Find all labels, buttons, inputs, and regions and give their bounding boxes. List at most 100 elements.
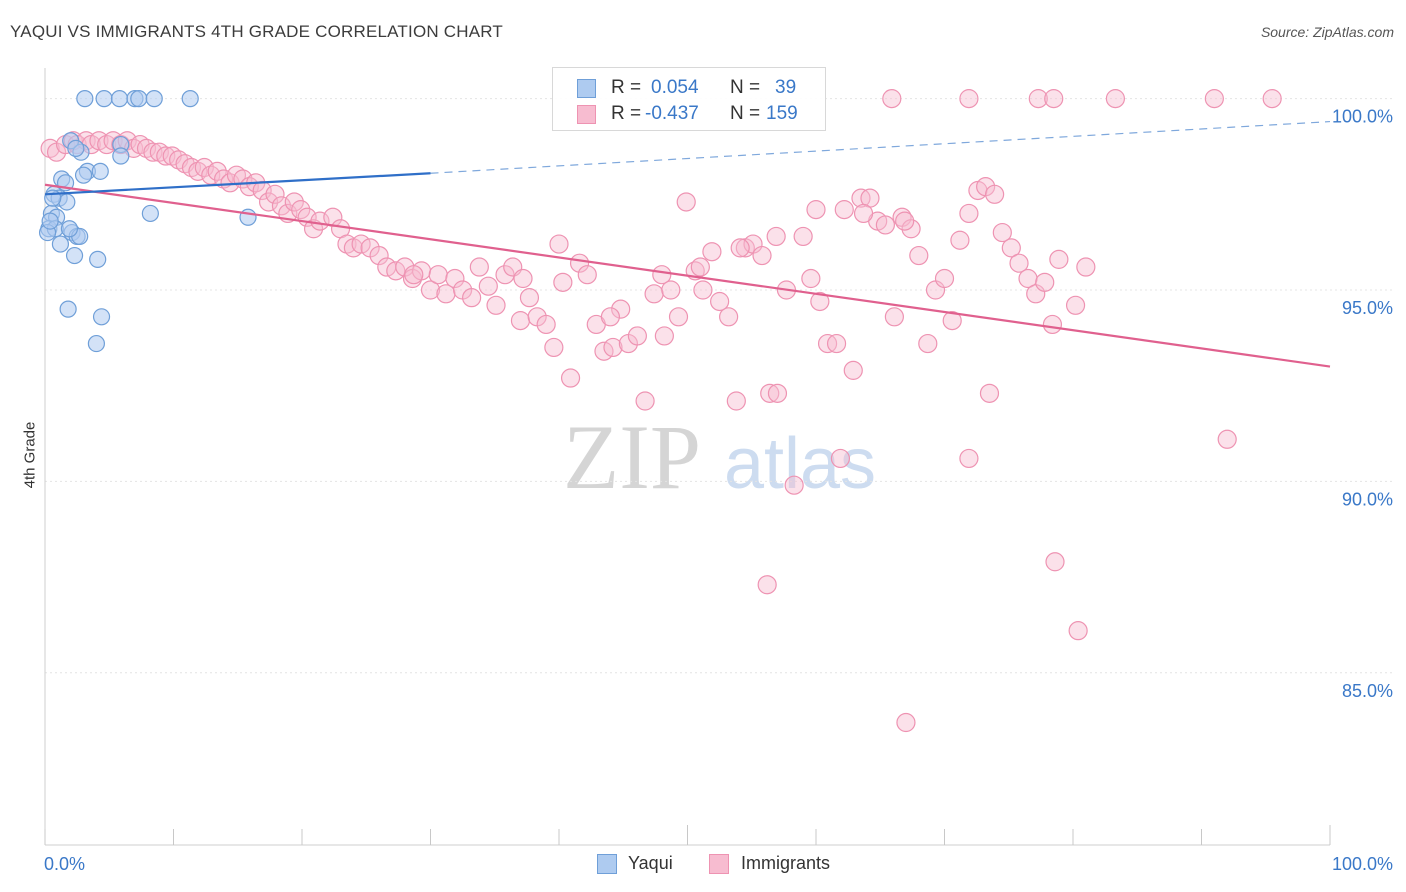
immigrants-swatch <box>709 854 729 874</box>
yaqui-point <box>110 90 129 108</box>
immigrants-point <box>843 360 863 380</box>
source-credit: Source: ZipAtlas.com <box>1260 24 1394 40</box>
chart-title: YAQUI VS IMMIGRANTS 4TH GRADE CORRELATIO… <box>10 22 504 41</box>
y-tick-label: 85.0% <box>1342 681 1393 701</box>
r-value: 0.054 <box>651 77 699 98</box>
immigrants-point <box>884 307 904 327</box>
immigrants-point <box>1262 89 1282 109</box>
n-label: N = <box>730 103 761 124</box>
yaqui-point <box>74 166 93 184</box>
immigrants-point <box>730 238 750 258</box>
immigrants-point <box>959 448 979 469</box>
immigrants-point <box>810 291 830 312</box>
immigrants-point <box>661 280 681 300</box>
immigrants-point <box>1065 295 1086 315</box>
r-value: -0.437 <box>645 103 699 124</box>
yaqui-trend-extension <box>430 120 1331 174</box>
immigrants-point <box>600 307 621 327</box>
immigrants-point <box>544 337 564 358</box>
immigrants-point <box>258 192 279 212</box>
immigrants-point <box>979 383 1000 403</box>
tick-labels: 100.0% 95.0% 90.0% 85.0% 0.0% 100.0% <box>44 107 1393 874</box>
immigrants-point <box>420 280 441 300</box>
immigrants-point <box>478 276 498 296</box>
immigrants-point <box>486 295 506 315</box>
immigrants-point <box>726 391 746 411</box>
immigrants-point <box>549 234 569 254</box>
immigrants-point <box>635 391 655 411</box>
immigrants-point <box>1076 257 1096 277</box>
immigrants-point <box>1044 89 1064 109</box>
immigrants-point <box>495 265 515 285</box>
immigrants-point <box>1068 621 1088 641</box>
r-label: R = <box>611 103 642 124</box>
yaqui-trend-line <box>44 172 431 196</box>
immigrants-point <box>194 157 214 178</box>
immigrants-point <box>536 314 556 335</box>
immigrants-point <box>918 333 938 354</box>
immigrants-point <box>510 311 531 331</box>
immigrants-point <box>985 184 1005 204</box>
immigrants-point <box>702 242 722 262</box>
immigrants-point <box>627 326 647 346</box>
immigrants-point <box>310 211 330 231</box>
immigrants-point <box>826 333 847 354</box>
immigrants-point <box>793 226 813 247</box>
immigrants-point <box>560 368 581 388</box>
immigrants-point <box>519 288 540 308</box>
immigrants-point <box>834 200 854 220</box>
immigrants-point <box>428 265 448 285</box>
immigrants-point <box>896 712 916 733</box>
immigrants-label: Immigrants <box>741 853 831 873</box>
immigrants-point <box>710 291 730 312</box>
yaqui-point <box>89 250 107 268</box>
n-value: 159 <box>766 103 798 124</box>
immigrants-point <box>611 299 631 319</box>
yaqui-point <box>141 204 159 223</box>
immigrants-point <box>644 284 664 304</box>
immigrants-point <box>1049 249 1069 269</box>
immigrants-point <box>1009 253 1029 273</box>
immigrants-point <box>469 257 489 277</box>
yaqui-label: Yaqui <box>628 853 673 873</box>
yaqui-point <box>59 300 77 318</box>
bottom-legend-immigrants: Immigrants <box>709 852 859 876</box>
immigrants-point <box>690 257 710 277</box>
immigrants-point <box>143 142 163 162</box>
immigrants-point <box>1042 314 1063 335</box>
watermark-zip: ZIP <box>563 406 701 508</box>
immigrants-point <box>1217 429 1237 449</box>
immigrants-point <box>752 245 772 266</box>
immigrants-point <box>992 222 1012 243</box>
yaqui-point <box>60 220 79 238</box>
immigrants-point <box>760 383 780 403</box>
immigrants-point <box>156 146 176 166</box>
yaqui-point <box>181 90 199 108</box>
immigrants-point <box>959 203 979 224</box>
immigrants-point <box>291 200 311 220</box>
y-tick-label: 95.0% <box>1342 298 1393 318</box>
immigrants-swatch <box>577 105 596 124</box>
immigrants-point <box>882 89 902 109</box>
immigrants-point <box>676 192 696 212</box>
immigrants-point <box>369 245 389 266</box>
immigrants-point <box>654 326 674 346</box>
immigrants-point <box>445 268 465 289</box>
immigrants-point <box>577 265 597 285</box>
immigrants-point <box>652 265 672 285</box>
y-tick-label: 90.0% <box>1342 489 1393 509</box>
immigrants-point <box>766 226 786 247</box>
n-value: 39 <box>775 77 797 98</box>
yaqui-point <box>65 246 84 265</box>
yaqui-point <box>87 334 106 353</box>
immigrants-point <box>767 383 788 403</box>
immigrants-point <box>207 161 227 181</box>
watermark-atlas: atlas <box>724 424 876 504</box>
immigrants-point <box>901 219 921 239</box>
watermark: ZIP atlas <box>563 406 876 508</box>
immigrants-point <box>950 230 970 250</box>
yaqui-point <box>145 90 163 108</box>
immigrants-point <box>462 288 482 308</box>
immigrants-point <box>1028 89 1048 109</box>
